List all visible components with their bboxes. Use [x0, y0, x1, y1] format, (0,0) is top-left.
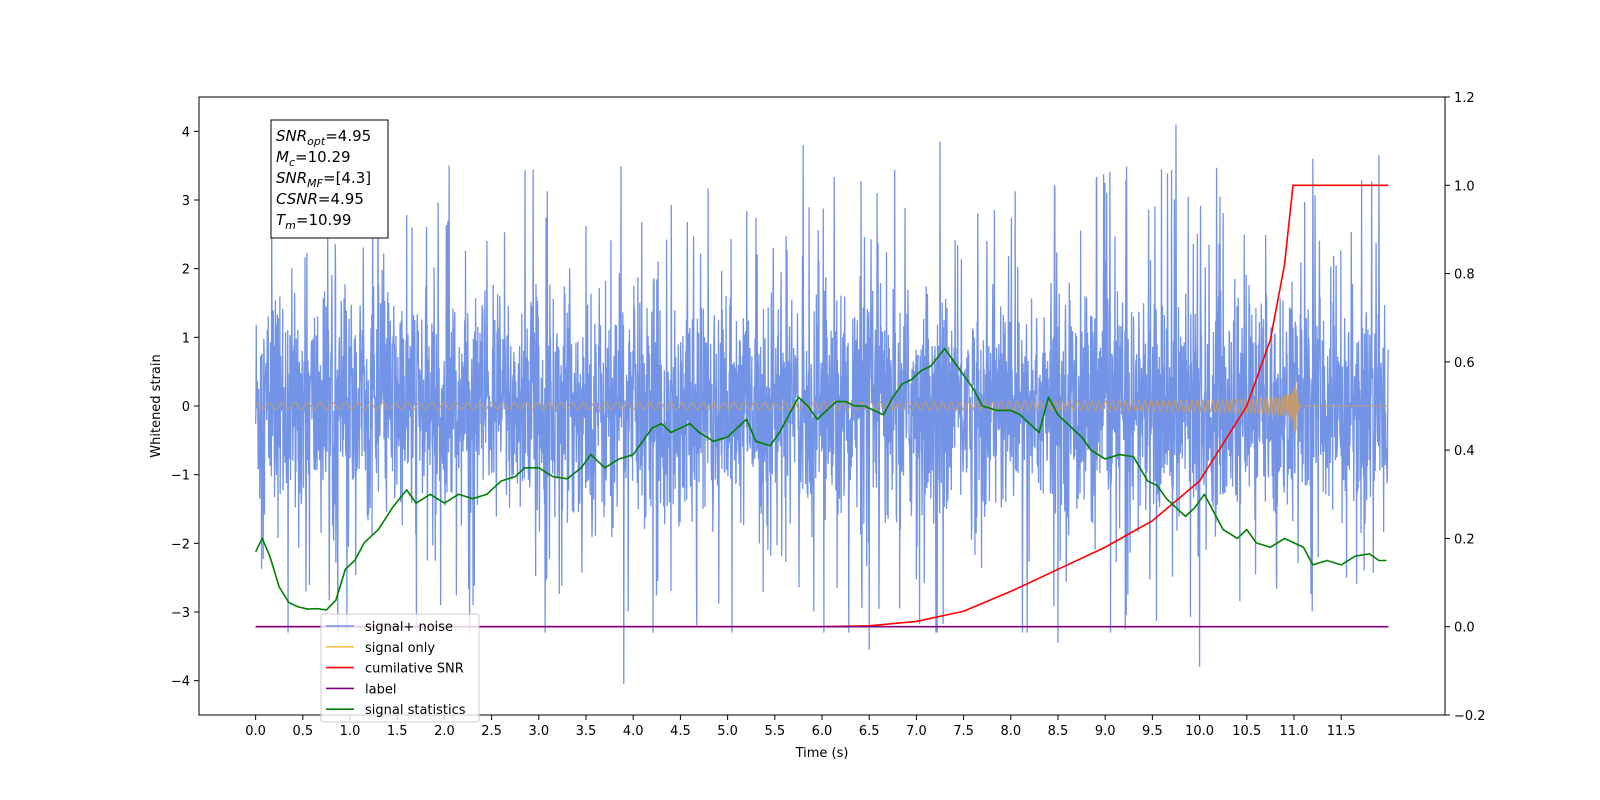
x-tick-label: 1.0 [340, 724, 361, 739]
x-tick-label: 5.0 [717, 724, 738, 739]
x-tick-label: 3.0 [528, 724, 549, 739]
legend: signal+ noise signal only cumilative SNR la… [320, 613, 480, 723]
y-tick-label: −3 [171, 606, 190, 621]
x-tick-label: 6.5 [859, 724, 880, 739]
y-tick-label: 2 [182, 263, 190, 278]
y2-tick-label: 1.2 [1454, 91, 1475, 106]
legend-label: signal only [365, 641, 435, 656]
y-axis-label: Whitened strain [149, 354, 164, 457]
info-box-line: SNRMF=[4.3] [276, 169, 371, 190]
x-tick-label: 6.0 [812, 724, 833, 739]
series-signal-statistics [254, 347, 1387, 611]
series-cumulative-snr [255, 184, 1389, 628]
x-tick-label: 7.5 [953, 724, 974, 739]
y-tick-label: −1 [171, 469, 190, 484]
y2-tick-label: 0.4 [1454, 444, 1475, 459]
legend-label: cumilative SNR [365, 662, 464, 677]
x-tick-label: 3.5 [576, 724, 597, 739]
x-tick-label: 8.0 [1000, 724, 1021, 739]
x-tick-label: 7.0 [906, 724, 927, 739]
legend-label: signal+ noise [365, 620, 453, 635]
x-tick-label: 5.5 [764, 724, 785, 739]
y2-tick-label: 0.0 [1454, 621, 1475, 636]
axes-layer: 0.0 0.5 1.0 1.5 2.0 2.5 3.0 3.5 4.0 4.5 5.0 5.5 6.0 6… [171, 91, 1486, 739]
x-tick-label: 4.5 [670, 724, 691, 739]
y2-tick-label: 1.0 [1454, 179, 1475, 194]
x-tick-label: 10.5 [1232, 724, 1261, 739]
series-signal-noise [254, 124, 1390, 685]
x-axis-label: Time (s) [795, 746, 849, 761]
info-box-line: SNRopt=4.95 [276, 127, 371, 148]
x-tick-label: 0.5 [292, 724, 313, 739]
x-tick-label: 2.0 [434, 724, 455, 739]
y-tick-label: −4 [171, 675, 190, 690]
y2-tick-label: −0.2 [1454, 709, 1486, 724]
y2-tick-label: 0.2 [1454, 532, 1475, 547]
y-tick-label: 3 [182, 194, 190, 209]
legend-label: signal statistics [365, 703, 466, 718]
y-tick-label: 1 [182, 331, 190, 346]
x-tick-label: 1.5 [387, 724, 408, 739]
y-tick-label: 4 [182, 125, 190, 140]
x-tick-label: 8.5 [1048, 724, 1069, 739]
x-tick-label: 9.0 [1095, 724, 1116, 739]
x-tick-label: 9.5 [1142, 724, 1163, 739]
x-tick-label: 11.0 [1279, 724, 1308, 739]
legend-label: label [365, 682, 396, 697]
y2-tick-label: 0.6 [1454, 356, 1475, 371]
x-tick-label: 2.5 [481, 724, 502, 739]
series-signal-only [255, 376, 1389, 434]
info-box-line: Tm=10.99 [276, 211, 351, 232]
x-tick-label: 10.0 [1185, 724, 1214, 739]
y-tick-label: 0 [182, 400, 190, 415]
info-box-line: CSNR=4.95 [276, 190, 364, 208]
legend-frame [320, 613, 480, 723]
info-box-line: Mc=10.29 [276, 148, 351, 169]
x-tick-label: 0.0 [245, 724, 266, 739]
info-box-frame [270, 119, 389, 239]
y-tick-label: −2 [171, 537, 190, 552]
x-tick-label: 11.5 [1327, 724, 1356, 739]
x-tick-label: 4.0 [623, 724, 644, 739]
y2-tick-label: 0.8 [1454, 268, 1475, 283]
